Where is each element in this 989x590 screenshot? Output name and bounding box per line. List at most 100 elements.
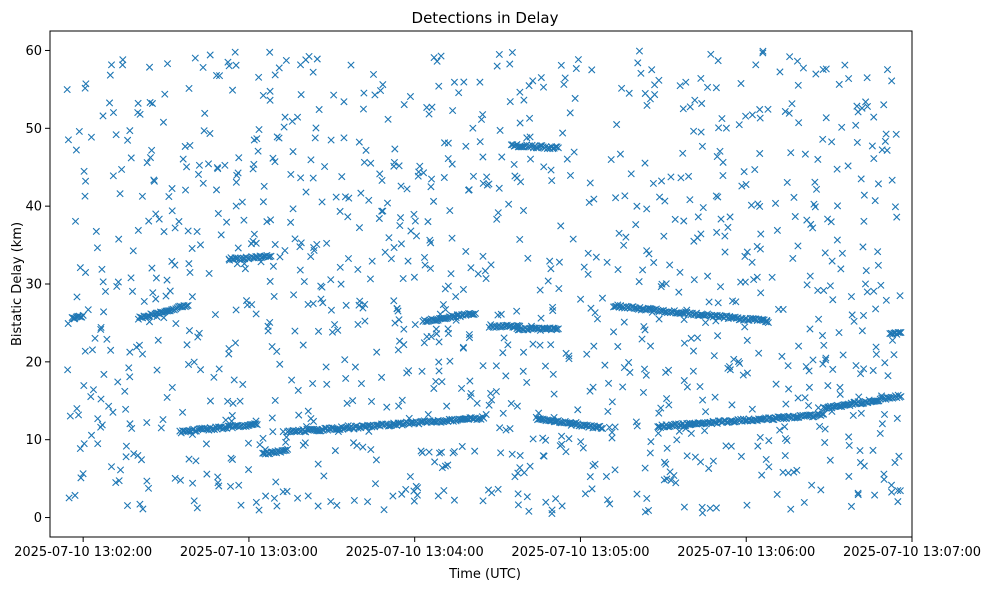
clutter-point [562, 448, 570, 456]
clutter-point [435, 82, 443, 90]
clutter-point [697, 230, 705, 238]
clutter-point [294, 386, 302, 394]
track-point [730, 418, 738, 426]
clutter-point [332, 193, 340, 201]
clutter-point [330, 320, 339, 329]
track-point [829, 402, 837, 411]
clutter-point [115, 235, 123, 243]
clutter-point [447, 270, 455, 278]
clutter-point [809, 224, 817, 232]
clutter-point [493, 62, 501, 70]
clutter-point [549, 370, 557, 378]
clutter-point [271, 71, 279, 79]
clutter-point [225, 350, 233, 358]
clutter-point [570, 148, 578, 156]
clutter-point [236, 397, 244, 405]
clutter-point [457, 384, 466, 392]
clutter-point [327, 136, 335, 144]
clutter-point [122, 442, 131, 450]
track-point [897, 328, 905, 337]
clutter-point [435, 449, 444, 457]
clutter-point [698, 503, 706, 511]
clutter-point [328, 328, 337, 336]
clutter-point [560, 80, 568, 89]
clutter-point [717, 215, 725, 223]
clutter-point [525, 507, 533, 515]
clutter-point [410, 273, 418, 281]
clutter-point [132, 343, 141, 351]
clutter-point [317, 282, 325, 290]
clutter-point [781, 107, 789, 116]
clutter-point [542, 498, 550, 506]
clutter-point [215, 365, 223, 373]
clutter-point [183, 341, 191, 349]
clutter-point [75, 127, 83, 136]
clutter-point [122, 405, 130, 413]
clutter-point [224, 397, 232, 405]
clutter-point [516, 88, 524, 96]
clutter-point [722, 124, 730, 132]
clutter-point [307, 252, 315, 261]
clutter-point [115, 477, 123, 485]
clutter-point [894, 487, 902, 495]
clutter-point [287, 218, 295, 226]
clutter-point [369, 70, 378, 78]
clutter-point [152, 274, 160, 282]
clutter-point [439, 301, 447, 309]
clutter-point [601, 361, 609, 369]
clutter-point [713, 152, 721, 161]
clutter-point [590, 342, 598, 350]
clutter-point [342, 301, 350, 309]
clutter-point [293, 494, 302, 502]
clutter-point [703, 83, 712, 91]
clutter-point [314, 460, 322, 468]
clutter-point [397, 182, 405, 190]
clutter-point [232, 178, 240, 186]
clutter-point [232, 306, 240, 314]
clutter-point [283, 487, 291, 495]
clutter-point [450, 447, 458, 456]
clutter-point [113, 282, 121, 291]
clutter-point [820, 341, 828, 349]
clutter-point [320, 472, 328, 480]
x-tick-label: 2025-07-10 13:02:00 [14, 545, 152, 560]
clutter-point [714, 193, 722, 201]
clutter-point [574, 55, 582, 64]
clutter-point [562, 349, 570, 357]
clutter-point [126, 127, 134, 135]
clutter-point [663, 444, 671, 452]
clutter-point [757, 230, 765, 238]
clutter-point [516, 464, 524, 472]
clutter-point [359, 304, 367, 312]
clutter-point [722, 442, 730, 450]
clutter-point [756, 433, 764, 442]
clutter-point [818, 331, 827, 340]
clutter-point [701, 318, 710, 327]
clutter-point [293, 113, 302, 121]
clutter-point [608, 434, 616, 442]
clutter-point [494, 485, 502, 493]
clutter-point [787, 149, 795, 157]
clutter-point [64, 366, 72, 374]
clutter-point [266, 96, 274, 104]
track-point [431, 317, 440, 325]
clutter-point [295, 411, 303, 419]
clutter-point [638, 335, 646, 343]
clutter-point [833, 236, 841, 244]
clutter-point [92, 227, 100, 235]
clutter-point [467, 264, 475, 272]
clutter-point [891, 203, 900, 211]
clutter-point [334, 326, 342, 334]
clutter-point [416, 162, 424, 170]
clutter-point [244, 439, 253, 447]
clutter-point [789, 254, 797, 263]
clutter-point [221, 161, 229, 169]
clutter-point [145, 217, 153, 225]
clutter-point [776, 426, 784, 434]
clutter-point [520, 96, 528, 104]
clutter-point [757, 289, 765, 297]
clutter-point [612, 194, 620, 202]
clutter-point [618, 84, 626, 92]
clutter-point [675, 288, 683, 296]
clutter-point [87, 431, 96, 439]
